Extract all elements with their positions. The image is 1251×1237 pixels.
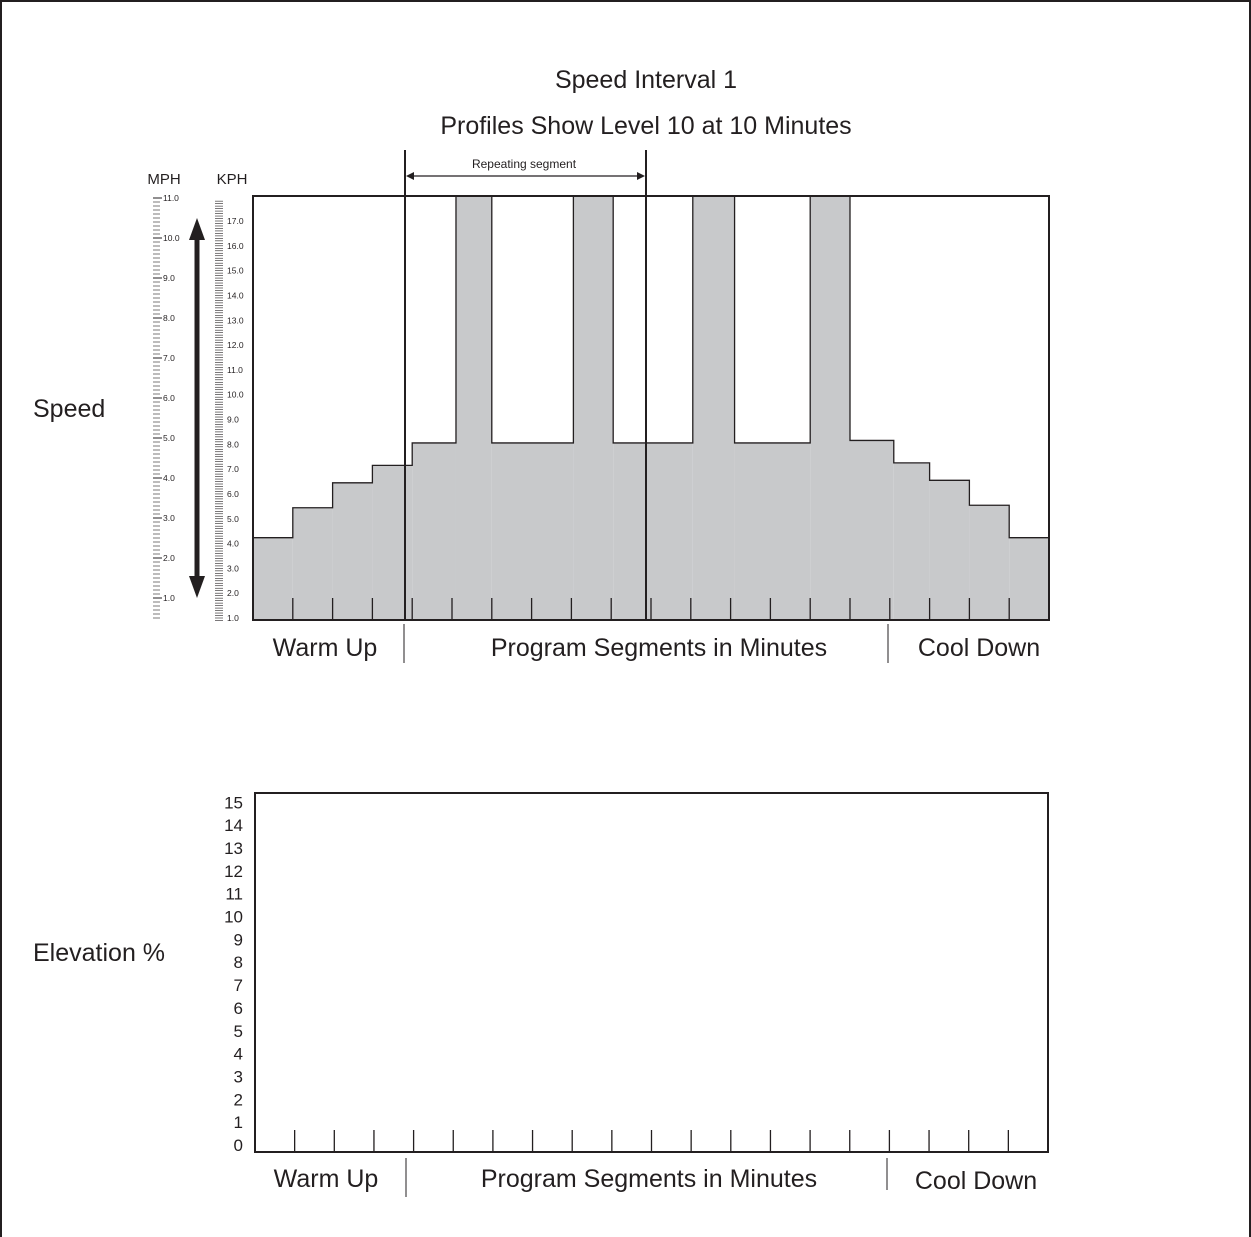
speed-bar bbox=[332, 482, 373, 620]
elevation-tick-label: 6 bbox=[234, 999, 243, 1018]
mph-tick-label: 3.0 bbox=[163, 513, 175, 523]
speed-arrow-up-head bbox=[189, 218, 205, 240]
kph-tick-label: 11.0 bbox=[227, 365, 243, 375]
speed-axis-label: Speed bbox=[33, 395, 105, 423]
mph-tick-label: 2.0 bbox=[163, 553, 175, 563]
elevation-plot-frame bbox=[254, 792, 1049, 1153]
elevation-tick-label: 1 bbox=[234, 1113, 243, 1132]
mph-tick-label: 10.0 bbox=[163, 233, 180, 243]
elevation-tick-label: 9 bbox=[234, 930, 243, 949]
mph-tick-label: 11.0 bbox=[163, 193, 179, 203]
mph-tick-label: 5.0 bbox=[163, 433, 175, 443]
mph-tick-label: 8.0 bbox=[163, 313, 175, 323]
chart-title: Speed Interval 1 bbox=[555, 66, 737, 94]
elevation-tick-label: 14 bbox=[224, 816, 243, 835]
speed-bar bbox=[893, 462, 930, 620]
kph-tick-label: 5.0 bbox=[227, 514, 239, 524]
speed-bar bbox=[692, 196, 735, 620]
speed-profile-line bbox=[253, 195, 1049, 539]
kph-tick-label: 4.0 bbox=[227, 539, 239, 549]
speed-bar bbox=[850, 440, 894, 620]
kph-tick-label: 2.0 bbox=[227, 588, 239, 598]
speed-bar bbox=[613, 442, 693, 620]
kph-tick-label: 7.0 bbox=[227, 464, 239, 474]
speed-bar bbox=[734, 442, 811, 620]
elevation-tick-label: 10 bbox=[224, 908, 243, 927]
speed-bar bbox=[969, 505, 1010, 620]
kph-tick-label: 10.0 bbox=[227, 390, 244, 400]
elevation-tick-label: 7 bbox=[234, 976, 243, 995]
elevation-tick-label: 3 bbox=[234, 1067, 243, 1086]
elevation-tick-label: 8 bbox=[234, 953, 243, 972]
repeat-arrow-left-head bbox=[406, 172, 414, 180]
speed-profile bbox=[253, 195, 1049, 620]
elevation-tick-label: 0 bbox=[234, 1136, 243, 1155]
speed-bar bbox=[372, 465, 413, 620]
elevation-tick-label: 2 bbox=[234, 1090, 243, 1109]
speed-bar bbox=[292, 507, 333, 620]
kph-unit-label: KPH bbox=[217, 171, 248, 188]
repeat-arrow-right-head bbox=[637, 172, 645, 180]
elevation-tick-label: 5 bbox=[234, 1022, 243, 1041]
kph-tick-label: 6.0 bbox=[227, 489, 239, 499]
speed-program-label: Program Segments in Minutes bbox=[491, 634, 827, 662]
kph-tick-label: 8.0 bbox=[227, 439, 239, 449]
kph-tick-label: 17.0 bbox=[227, 216, 244, 226]
speed-range-arrow bbox=[189, 218, 205, 598]
speed-plot-frame bbox=[252, 195, 1050, 621]
speed-segment-ticks bbox=[292, 598, 1010, 620]
mph-scale: 1.0 2.0 3.0 4.0 5.0 6.0 7.0 8.0 9.0 10.0 11.0 bbox=[153, 193, 180, 619]
speed-bar bbox=[573, 196, 614, 620]
kph-tick-label: 12.0 bbox=[227, 340, 244, 350]
elevation-tick-label: 15 bbox=[224, 793, 243, 812]
mph-tick-label: 6.0 bbox=[163, 393, 175, 403]
elevation-tick-label: 12 bbox=[224, 862, 243, 881]
kph-tick-label: 9.0 bbox=[227, 415, 239, 425]
kph-scale: 1.0 2.0 3.0 4.0 5.0 6.0 7.0 8.0 9.0 10.0 11.0 12.0 1… bbox=[215, 200, 244, 623]
speed-arrow-down-head bbox=[189, 576, 205, 598]
kph-tick-label: 3.0 bbox=[227, 563, 239, 573]
elevation-tick-label: 13 bbox=[224, 839, 243, 858]
speed-bar bbox=[412, 442, 456, 620]
speed-cooldown-label: Cool Down bbox=[918, 634, 1040, 662]
speed-bar bbox=[253, 537, 293, 620]
mph-tick-label: 7.0 bbox=[163, 353, 175, 363]
speed-bar bbox=[810, 196, 850, 620]
mph-tick-label: 9.0 bbox=[163, 273, 175, 283]
mph-unit-label: MPH bbox=[147, 171, 180, 188]
speed-bar bbox=[455, 196, 492, 620]
elevation-axis-label: Elevation % bbox=[33, 939, 165, 967]
elevation-cooldown-label: Cool Down bbox=[915, 1167, 1037, 1195]
repeating-segment-marker: Repeating segment bbox=[404, 150, 647, 196]
elevation-tick-label: 11 bbox=[225, 885, 243, 904]
elevation-segment-ticks bbox=[293, 1130, 1009, 1152]
speed-bar bbox=[929, 480, 970, 620]
elevation-program-label: Program Segments in Minutes bbox=[481, 1165, 817, 1193]
mph-tick-label: 4.0 bbox=[163, 473, 175, 483]
mph-tick-label: 1.0 bbox=[163, 593, 175, 603]
elevation-warmup-label: Warm Up bbox=[274, 1165, 379, 1193]
speed-chart: Speed MPH KPH 1.0 2.0 3.0 4.0 5.0 6.0 7.0 8.0 9.… bbox=[33, 171, 1050, 663]
kph-tick-label: 1.0 bbox=[227, 613, 239, 623]
speed-warmup-label: Warm Up bbox=[273, 634, 378, 662]
elevation-tick-label: 4 bbox=[234, 1045, 243, 1064]
kph-tick-label: 16.0 bbox=[227, 241, 244, 251]
kph-tick-label: 15.0 bbox=[227, 266, 244, 276]
kph-tick-label: 14.0 bbox=[227, 290, 244, 300]
speed-bar bbox=[1009, 537, 1049, 620]
speed-bar bbox=[491, 442, 574, 620]
repeating-segment-label: Repeating segment bbox=[472, 157, 577, 171]
chart-subtitle: Profiles Show Level 10 at 10 Minutes bbox=[440, 112, 851, 140]
kph-tick-label: 13.0 bbox=[227, 315, 244, 325]
